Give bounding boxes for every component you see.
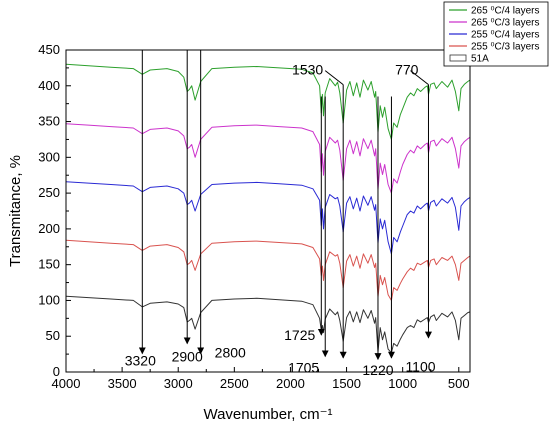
y-tick-label: 100 [38,292,60,307]
plot-frame [65,49,471,373]
x-tick-label: 2000 [276,376,305,391]
series-line-255-c-3-layers [65,239,471,301]
annotation-label-1705: 1705 [288,359,319,375]
y-tick-label: 450 [38,42,60,57]
series-line-265-c-3-layers [65,123,471,194]
annotation-label-2900: 2900 [172,348,203,364]
axis-layer: 4000 3500 3000 2500 2000 1500 1000 500 0 50 100 150… [38,42,469,391]
annotation-label-1725: 1725 [284,327,315,343]
y-tick-label: 350 [38,114,60,129]
y-axis-title: Transmitance, % [7,155,24,267]
annotation-label-1530: 1530 [292,62,323,78]
series-layer [65,63,471,354]
series-line-51a [65,295,471,354]
x-tick-label: 2500 [220,376,249,391]
y-tick-label: 0 [53,364,60,379]
x-tick-label: 1000 [388,376,417,391]
annotation-label-1100: 1100 [405,359,435,375]
y-tick-label: 250 [38,185,60,200]
legend-label: 265 ⁰C/3 layers [471,18,540,29]
legend-label: 255 ⁰C/3 layers [471,42,540,53]
legend-swatch [449,54,467,62]
annotation-layer: 3320 2900 2800 1725 1705 1530 1220 1100 770 [125,50,436,378]
legend-label: 51A [471,54,489,65]
annotation-label-3320: 3320 [125,352,156,368]
annotation-label-770: 770 [395,62,419,78]
x-axis-title: Wavenumber, cm⁻¹ [203,406,332,423]
y-tick-label: 200 [38,221,60,236]
x-tick-label: 500 [448,376,470,391]
x-tick-label: 1500 [332,376,361,391]
series-line-265-c-4-layers [65,63,471,140]
y-tick-label: 150 [38,257,60,272]
series-line-255-c-4-layers [65,181,471,255]
annotation-leader-770 [410,70,429,86]
y-tick-label: 300 [38,149,60,164]
x-tick-label: 3000 [164,376,193,391]
y-tick-label: 50 [46,328,60,343]
y-tick-label: 400 [38,78,60,93]
x-tick-label: 4000 [52,376,81,391]
annotation-leader-1530 [324,70,344,86]
x-tick-label: 3500 [108,376,137,391]
annotation-label-2800: 2800 [215,344,246,360]
annotation-label-1220: 1220 [362,362,393,378]
legend-label: 255 ⁰C/4 layers [471,30,540,41]
legend-label: 265 ⁰C/4 layers [471,6,540,17]
